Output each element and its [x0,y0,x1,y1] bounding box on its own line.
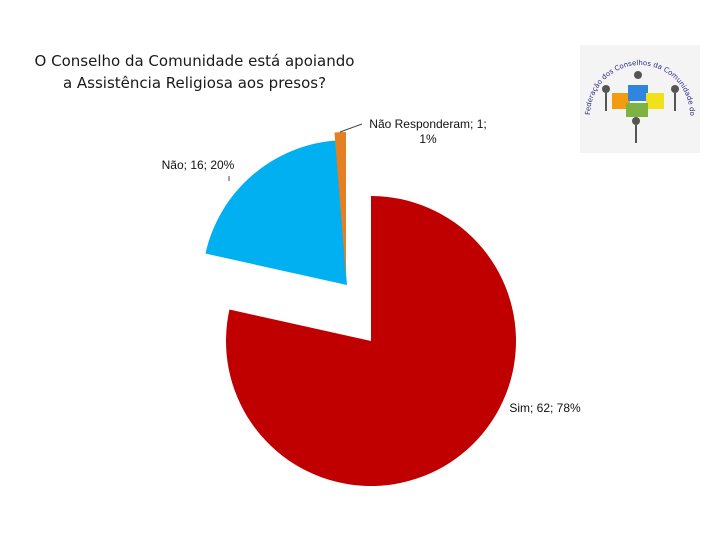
data-label: Não Responderam; 1; 1% [369,117,486,146]
data-label: Sim; 62; 78% [509,401,581,415]
leader-lines [228,123,363,181]
chart-title-line1: O Conselho da Comunidade está apoiando [34,52,355,70]
pie-slices [205,132,516,487]
leader-line [339,123,363,133]
chart-title-line2: a Assistência Religiosa aos presos? [62,74,327,92]
puzzle-people-icon: Federação dos Conselhos da Comunidade do… [580,45,700,153]
pie-slice-n-o [205,140,347,285]
pie-slice-sim [225,196,516,487]
pie-slice-n-o-responderam [334,132,346,277]
data-label: Não; 16; 20% [162,158,235,172]
chart-title: O Conselho da Comunidade está apoiando a… [22,50,367,94]
data-labels: Sim; 62; 78% Não; 16; 20% Não Responderam;… [162,117,581,415]
